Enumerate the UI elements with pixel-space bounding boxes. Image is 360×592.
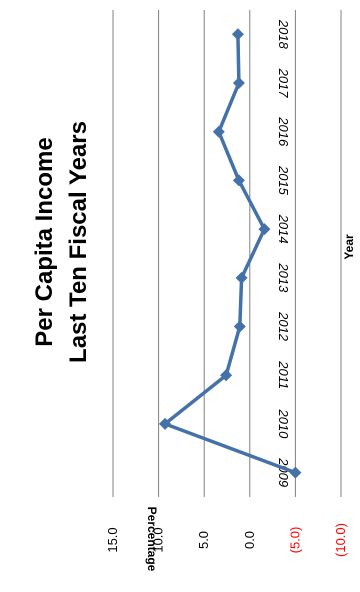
series-line-path <box>163 34 297 475</box>
x-tick-label: 2012 <box>276 311 291 342</box>
data-point-marker <box>212 125 225 138</box>
x-tick-label: 2010 <box>276 408 291 439</box>
data-point-marker <box>233 320 246 333</box>
data-point-marker <box>289 466 302 479</box>
data-point-marker <box>220 369 233 382</box>
x-tick-label: 2015 <box>276 165 291 196</box>
x-tick-label: 2011 <box>276 360 291 389</box>
y-tick-label: (10.0) <box>333 523 348 557</box>
x-axis-title: Year <box>342 234 356 260</box>
data-point-marker <box>258 223 271 236</box>
x-tick-label: 2009 <box>276 457 291 487</box>
data-point-marker <box>232 77 245 89</box>
x-tick-label: 2017 <box>276 68 291 99</box>
gridlines <box>112 10 342 497</box>
chart-title-line-2: Last Ten Fiscal Years <box>65 121 92 363</box>
y-tick-label: (5.0) <box>287 527 302 554</box>
data-point-marker <box>159 417 171 430</box>
data-point-marker <box>232 174 245 187</box>
y-tick-labels: 15.0 10.0 5.0 0.0 (5.0) (10.0) <box>105 523 348 557</box>
data-point-marker <box>231 28 244 41</box>
x-tick-label: 2014 <box>276 214 291 244</box>
y-axis-title: Percentage <box>145 507 159 572</box>
y-tick-label: 5.0 <box>196 531 211 549</box>
chart-title: Per Capita Income Last Ten Fiscal Years <box>31 121 92 363</box>
chart-title-line-1: Per Capita Income <box>31 137 58 346</box>
y-tick-label: 15.0 <box>105 527 120 552</box>
y-tick-label: 10.0 <box>151 527 166 552</box>
x-tick-labels: 2009 2010 2011 2012 2013 2014 2015 2016 2017 2018 <box>276 19 291 487</box>
y-tick-label: 0.0 <box>242 531 257 549</box>
data-point-marker <box>235 271 248 284</box>
x-tick-label: 2018 <box>276 19 291 50</box>
x-tick-label: 2013 <box>276 262 291 293</box>
x-tick-label: 2016 <box>276 116 291 147</box>
series-line <box>159 28 302 479</box>
